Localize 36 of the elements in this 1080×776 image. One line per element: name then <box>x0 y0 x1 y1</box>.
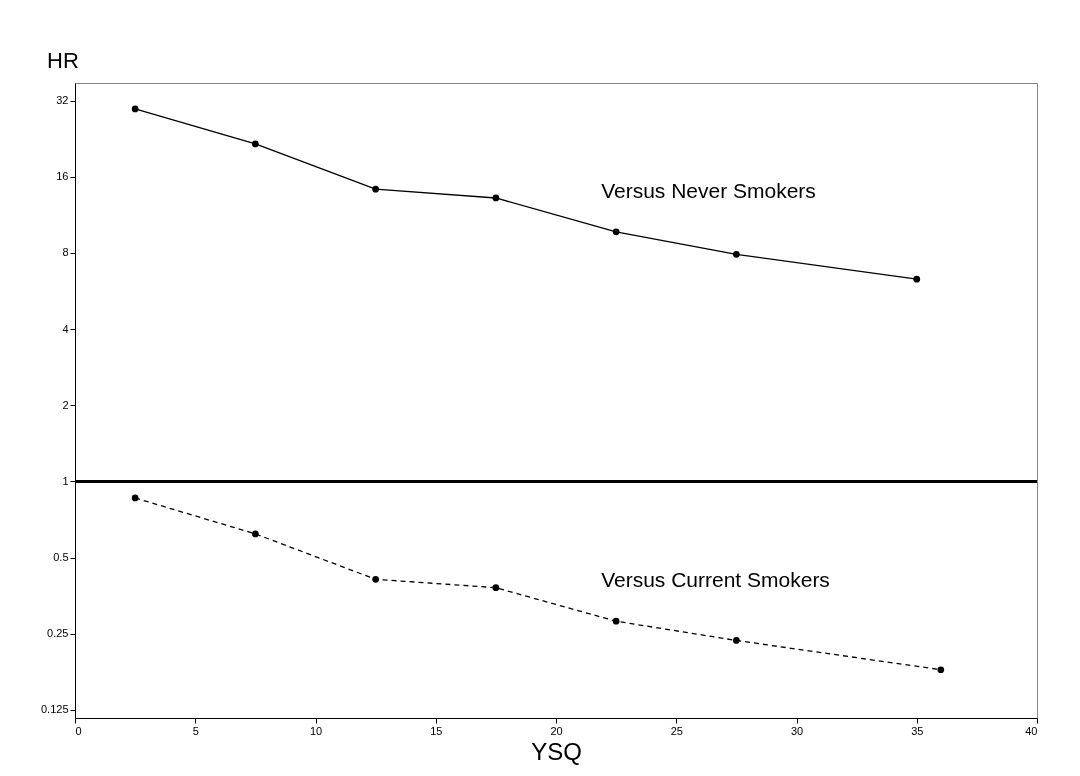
x-tick-label: 25 <box>670 724 683 737</box>
y-tick-label: 4 <box>62 322 69 335</box>
y-tick-label: 2 <box>62 398 69 411</box>
x-tick-label: 35 <box>911 724 924 737</box>
point <box>131 105 139 113</box>
point <box>733 637 740 644</box>
point <box>252 140 259 148</box>
y-tick-label: 1 <box>62 474 69 487</box>
x-tick-label: 40 <box>1025 724 1038 737</box>
point <box>252 530 259 538</box>
point <box>913 275 921 283</box>
y-axis-title: HR <box>47 48 79 73</box>
point <box>372 185 379 193</box>
point <box>372 575 379 583</box>
x-tick-label: 15 <box>430 724 443 737</box>
point <box>492 194 500 202</box>
x-tick-label: 0 <box>75 724 82 737</box>
x-tick-label: 30 <box>790 724 804 737</box>
y-tick-label: 32 <box>56 94 69 107</box>
point <box>492 584 500 592</box>
series-label: Versus Never Smokers <box>601 178 816 202</box>
x-tick-label: 5 <box>192 724 199 737</box>
point <box>131 494 139 502</box>
y-tick-label: 16 <box>56 170 69 183</box>
point <box>612 617 620 625</box>
y-tick-label: 0.5 <box>53 551 69 564</box>
point <box>612 228 620 236</box>
x-tick-label: 20 <box>550 724 563 737</box>
series-label: Versus Current Smokers <box>601 568 830 592</box>
y-tick-label: 0.25 <box>47 627 69 640</box>
point <box>937 666 945 674</box>
point <box>733 251 740 258</box>
y-tick-label: 8 <box>62 246 69 259</box>
y-tick-label: 0.125 <box>40 703 69 716</box>
x-tick-label: 10 <box>309 724 323 737</box>
x-axis-title: YSQ <box>531 737 582 765</box>
